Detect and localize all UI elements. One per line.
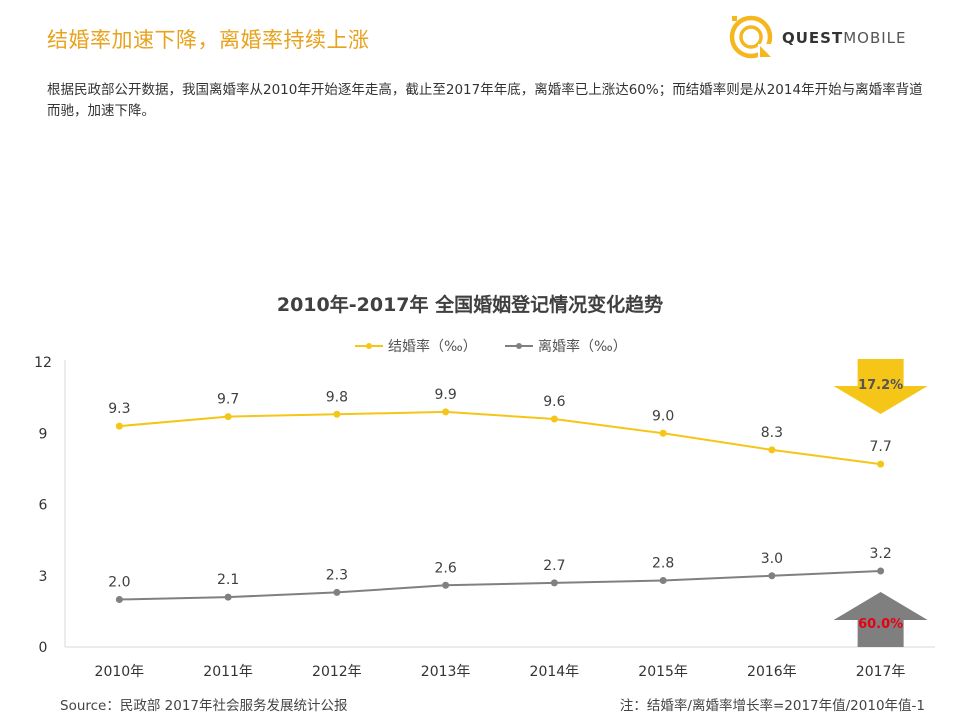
divorce-change-label: 60.0% <box>858 617 903 632</box>
data-point <box>224 593 232 601</box>
y-tick-label: 3 <box>39 569 48 585</box>
data-point <box>115 422 123 430</box>
legend-label: 结婚率（‰） <box>388 338 477 355</box>
chart-title: 2010年-2017年 全国婚姻登记情况变化趋势 <box>277 293 663 316</box>
chart-annotations: 17.2% 60.0% <box>833 359 928 647</box>
y-tick-label: 9 <box>39 426 48 442</box>
series-line <box>119 570 881 601</box>
legend-swatch-marker <box>516 343 522 349</box>
data-point <box>768 572 776 580</box>
data-point <box>877 567 885 575</box>
description-text: 根据民政部公开数据，我国离婚率从2010年开始逐年走高，截止至2017年年底，离… <box>47 82 923 119</box>
logo-wordmark: QUESTMOBILE <box>782 29 907 47</box>
x-tick-label: 2011年 <box>203 664 253 680</box>
divorce-change-annotation: 60.0% <box>833 592 928 647</box>
data-label: 3.2 <box>869 546 891 562</box>
arrow-down-icon <box>833 359 928 414</box>
data-label: 2.6 <box>434 560 456 576</box>
legend-swatch-marker <box>366 343 372 349</box>
x-tick-label: 2010年 <box>95 664 145 680</box>
data-label: 2.7 <box>543 558 565 574</box>
divorce-rate-series: 2.0 2.1 2.3 2.6 2.7 2.8 3.0 3.2 <box>108 546 892 603</box>
data-point <box>550 415 558 423</box>
legend-label: 离婚率（‰） <box>538 338 627 355</box>
x-tick-label: 2013年 <box>421 664 471 680</box>
data-point <box>224 413 232 421</box>
chart-legend: 结婚率（‰） 离婚率（‰） <box>355 338 627 355</box>
data-label: 7.7 <box>869 439 891 455</box>
data-label: 9.8 <box>326 389 348 405</box>
formula-note: 注：结婚率/离婚率增长率=2017年值/2010年值-1 <box>619 698 925 714</box>
marriage-change-label: 17.2% <box>858 378 903 393</box>
marriage-change-annotation: 17.2% <box>833 359 928 414</box>
data-label: 2.1 <box>217 572 239 588</box>
quest-mobile-logo-icon <box>729 15 773 59</box>
chart-series: 9.39.7 9.8 9.9 9.69.08.37.72.0 2.1 2.3 2.6 2.7 2… <box>108 387 892 603</box>
data-label: 8.3 <box>761 425 783 441</box>
logo-text-bold: QUEST <box>782 29 844 47</box>
source-note: Source：民政部 2017年社会服务发展统计公报 <box>60 698 348 714</box>
logo-text-light: MOBILE <box>843 29 907 47</box>
marriage-rate-series: 9.3 9.7 9.8 9.9 9.6 9.0 8.3 7.7 <box>108 387 892 468</box>
data-label: 9.9 <box>434 387 456 403</box>
data-point <box>115 596 123 603</box>
data-point <box>768 446 776 454</box>
data-label: 9.6 <box>543 394 565 410</box>
data-label: 3.0 <box>761 551 783 567</box>
data-point <box>877 460 885 468</box>
data-point <box>333 588 341 596</box>
page-title: 结婚率加速下降，离婚率持续上涨 <box>47 28 370 52</box>
y-tick-label: 6 <box>39 498 48 514</box>
x-tick-label: 2016年 <box>747 664 797 680</box>
legend-entry: 结婚率（‰） <box>355 338 477 355</box>
arrow-up-icon <box>833 592 928 647</box>
data-point <box>659 429 667 437</box>
data-label: 9.0 <box>652 408 674 424</box>
data-point <box>442 408 450 416</box>
data-label: 2.8 <box>652 556 674 572</box>
x-tick-label: 2014年 <box>530 664 580 680</box>
chart-axes: 0 3 6 9 12 2010年 2011年 2012年 2013年 2014年 2015年 2016… <box>34 355 935 680</box>
data-label: 2.0 <box>108 575 130 591</box>
x-tick-label: 2012年 <box>312 664 362 680</box>
series-line <box>119 410 881 466</box>
data-point <box>659 577 667 584</box>
legend-entry: 离婚率（‰） <box>505 338 627 355</box>
data-point <box>550 579 558 587</box>
data-label: 2.3 <box>326 567 348 583</box>
quest-mobile-logo: QUESTMOBILE <box>728 14 928 60</box>
y-tick-label: 0 <box>39 640 48 656</box>
data-label: 9.3 <box>108 401 130 417</box>
data-point <box>442 581 450 589</box>
x-tick-label: 2017年 <box>856 664 906 680</box>
x-tick-label: 2015年 <box>638 664 688 680</box>
y-tick-label: 12 <box>34 355 52 371</box>
data-label: 9.7 <box>217 392 239 408</box>
data-point <box>333 410 341 418</box>
